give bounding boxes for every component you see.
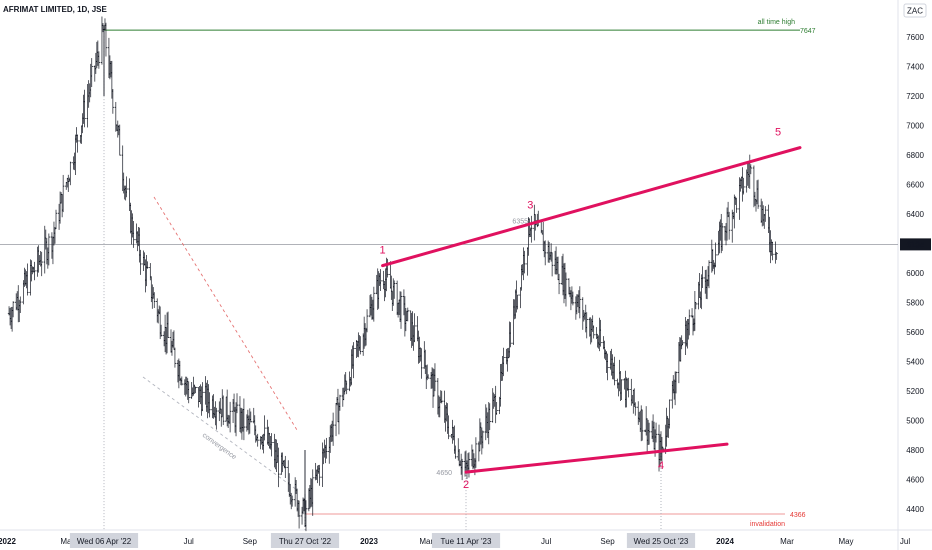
pivot-high-value: 6355 xyxy=(512,219,528,226)
y-tick-label: 6400 xyxy=(906,210,924,219)
wave-label-1: 1 xyxy=(380,245,386,257)
y-tick-label: 7400 xyxy=(906,63,924,72)
x-tick-label: May xyxy=(838,537,853,546)
y-tick-label: 6800 xyxy=(906,151,924,160)
y-tick-label: 5000 xyxy=(906,417,924,426)
last-price-box xyxy=(900,238,931,251)
wave-lower-trendline xyxy=(464,442,729,474)
currency-label: ZAC xyxy=(907,7,923,16)
convergence-label: convergence xyxy=(201,432,238,461)
x-tick-highlight xyxy=(69,533,139,548)
y-tick-label: 7200 xyxy=(906,92,924,101)
x-tick-label: Sep xyxy=(600,537,615,546)
x-tick-label: Mar xyxy=(780,537,794,546)
y-tick-label: 4600 xyxy=(906,476,924,485)
ath-value: 7647 xyxy=(800,28,816,35)
x-tick-label: 2022 xyxy=(0,537,16,546)
y-tick-label: 5400 xyxy=(906,358,924,367)
invalidation-value: 4366 xyxy=(790,512,806,519)
x-tick-label: Mar xyxy=(419,537,433,546)
ath-label: all time high xyxy=(758,19,795,26)
y-tick-label: 6600 xyxy=(906,181,924,190)
x-tick-highlight xyxy=(431,533,501,548)
convergence-upper xyxy=(153,196,298,431)
x-tick-label: Jul xyxy=(541,537,551,546)
y-tick-label: 4400 xyxy=(906,505,924,514)
x-tick-label: Jul xyxy=(900,537,910,546)
x-tick-label: Wed 06 Apr '22 xyxy=(77,537,132,546)
wave-label-2: 2 xyxy=(463,479,469,491)
x-tick-label: Tue 11 Apr '23 xyxy=(441,537,492,546)
x-tick-label: 2023 xyxy=(360,537,378,546)
wave-label-5: 5 xyxy=(775,127,781,139)
y-tick-label: 5800 xyxy=(906,299,924,308)
pivot-low-value: 4650 xyxy=(436,470,452,477)
x-tick-highlight xyxy=(626,533,696,548)
convergence-lower xyxy=(142,376,298,491)
x-tick-label: 2024 xyxy=(716,537,734,546)
wave-upper-trendline xyxy=(381,146,802,268)
x-tick-label: Jul xyxy=(184,537,194,546)
y-tick-label: 5200 xyxy=(906,387,924,396)
wave-label-4: 4 xyxy=(658,460,664,472)
chart-title: AFRIMAT LIMITED, 1D, JSE xyxy=(3,5,108,14)
x-tick-label: Sep xyxy=(243,537,258,546)
invalidation-label: invalidation xyxy=(750,521,785,528)
x-tick-label: Mar xyxy=(60,537,74,546)
y-tick-label: 7600 xyxy=(906,33,924,42)
y-tick-label: 4800 xyxy=(906,446,924,455)
currency-badge[interactable] xyxy=(903,3,927,18)
last-price-label: 6194 xyxy=(907,240,925,249)
x-tick-label: Thu 27 Oct '22 xyxy=(279,537,332,546)
x-tick-highlight xyxy=(270,533,340,548)
y-tick-label: 5600 xyxy=(906,328,924,337)
wave-label-3: 3 xyxy=(527,200,533,212)
x-tick-label: Wed 25 Oct '23 xyxy=(634,537,689,546)
y-tick-label: 6000 xyxy=(906,269,924,278)
y-tick-label: 7000 xyxy=(906,122,924,131)
